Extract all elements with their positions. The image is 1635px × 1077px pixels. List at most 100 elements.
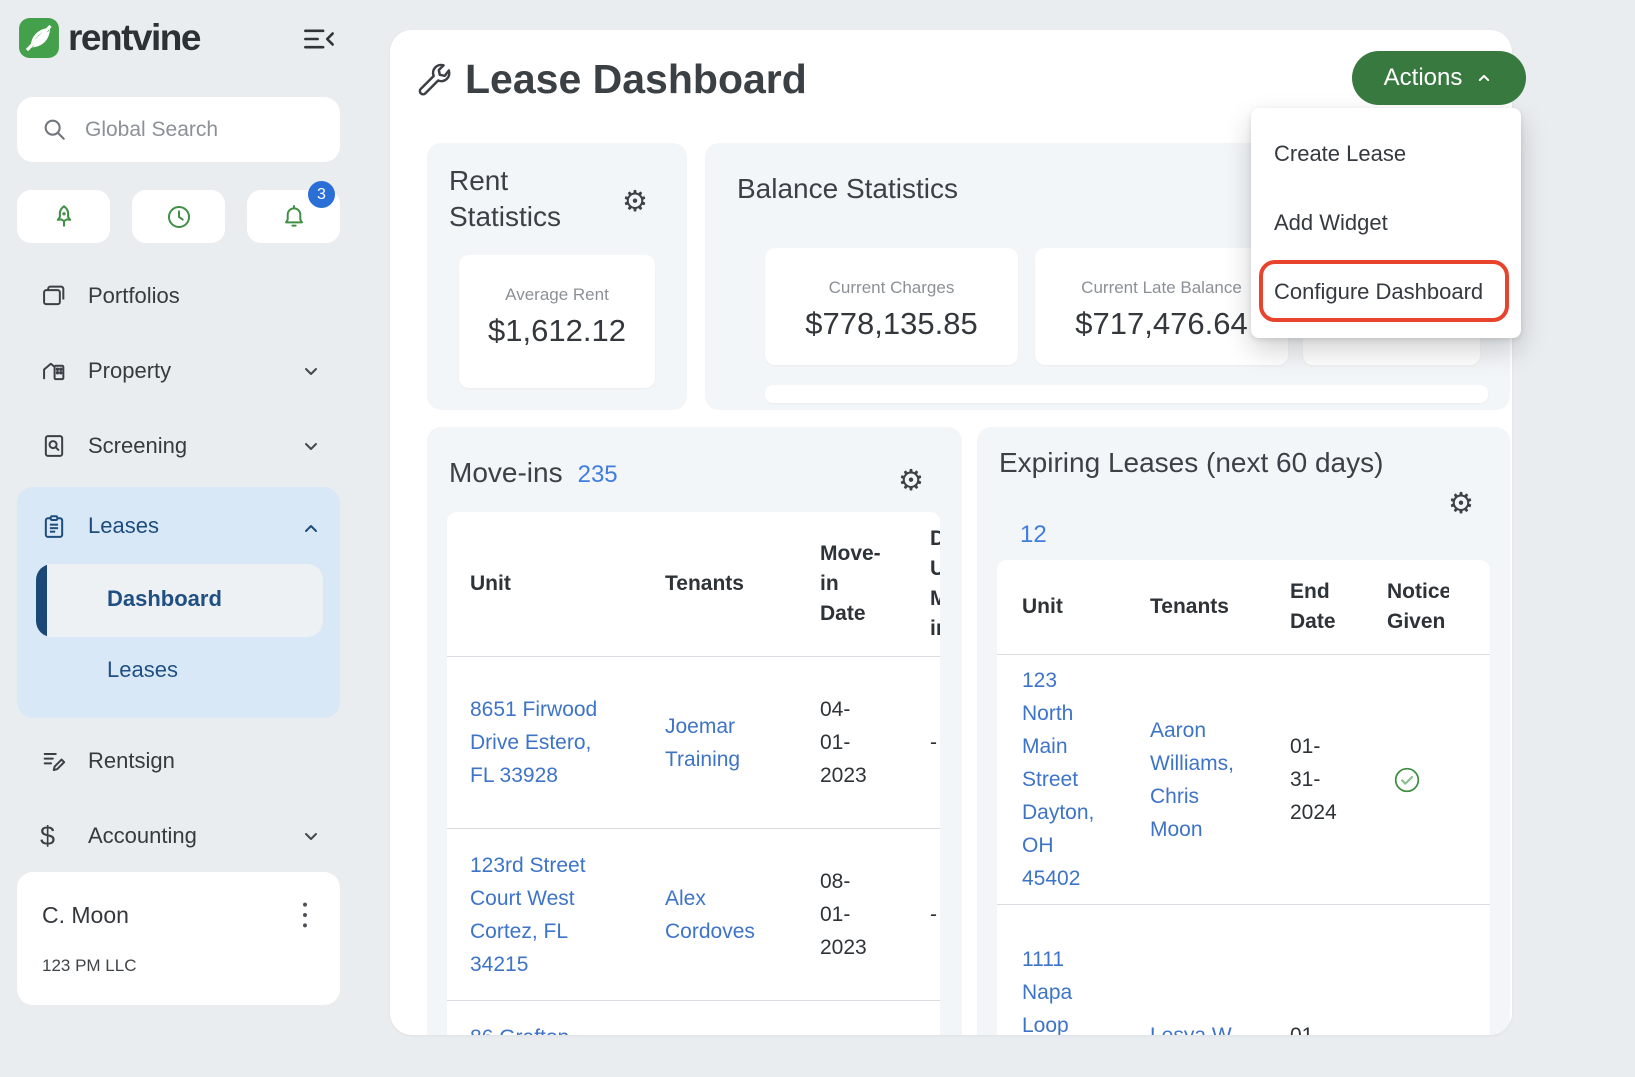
app-logo[interactable]: rentvine: [18, 17, 201, 59]
stat-value: $778,135.85: [805, 306, 978, 341]
rentvine-leaf-icon: [18, 17, 60, 59]
unit-link[interactable]: 123 North Main Street Dayton, OH 45402: [1022, 669, 1095, 890]
notifications-button[interactable]: 3: [247, 181, 340, 243]
stat-card: Average Rent $1,612.12: [459, 255, 655, 388]
column-header: Unit: [1022, 595, 1063, 618]
sidebar-item-leases-dashboard[interactable]: Dashboard: [36, 564, 323, 637]
chevron-down-icon: [299, 359, 323, 383]
move-in-date: 08-01-2023: [820, 870, 867, 959]
actions-button-label: Actions: [1383, 64, 1463, 91]
stat-strip-partial: [765, 385, 1488, 403]
stat-value: $1,612.12: [488, 313, 626, 348]
end-date: 01-31-2024: [1290, 735, 1337, 824]
chevron-up-icon: [299, 517, 323, 541]
user-name: C. Moon: [42, 902, 129, 928]
menu-item-configure-dashboard[interactable]: Configure Dashboard: [1274, 279, 1484, 304]
unit-link[interactable]: 1111 Napa Loop: [1022, 948, 1073, 1035]
tenant-link[interactable]: Alex Cordoves: [665, 886, 755, 943]
sidebar-item-leases-leases[interactable]: Leases: [107, 657, 178, 682]
tenant-link[interactable]: Joemar Training: [665, 714, 741, 771]
leases-section: Leases Dashboard Leases: [17, 487, 340, 718]
sidebar-item-label: Dashboard: [107, 586, 222, 611]
notification-badge: 3: [308, 181, 335, 208]
stat-label: Current Charges: [828, 278, 955, 297]
dollar-icon: $: [40, 820, 56, 851]
widget-settings-gear-icon[interactable]: ⚙: [622, 186, 648, 218]
stat-label: Average Rent: [505, 285, 609, 304]
column-header: Days Until Move-in: [930, 527, 940, 640]
actions-button[interactable]: Actions: [1352, 51, 1526, 105]
unit-link[interactable]: 8651 Firwood Drive Estero, FL 33928: [470, 698, 598, 787]
widget-title: Rent Statistics: [449, 165, 562, 232]
sidebar-item-accounting[interactable]: $ Accounting: [0, 814, 390, 858]
global-search-input[interactable]: Global Search: [17, 97, 340, 162]
move-ins-widget: Move-ins 235 ⚙ Unit Tenants Move-in Date…: [427, 427, 962, 1035]
user-company: 123 PM LLC: [42, 956, 137, 975]
sidebar-item-label: Screening: [88, 433, 188, 458]
widget-settings-gear-icon[interactable]: ⚙: [898, 465, 924, 497]
chevron-up-icon: [1474, 68, 1494, 88]
chevron-down-icon: [299, 434, 323, 458]
column-header: Tenants: [665, 572, 744, 595]
table-header-row: Unit Tenants End Date Notice Given: [997, 560, 1490, 655]
menu-item-add-widget[interactable]: Add Widget: [1274, 210, 1388, 235]
recent-activity-button[interactable]: [132, 190, 225, 243]
unit-link[interactable]: 123rd Street Court West Cortez, FL 34215: [470, 853, 586, 976]
table-row: 123 North Main Street Dayton, OH 45402 A…: [997, 655, 1490, 905]
bell-icon: [280, 203, 308, 231]
tenant-link[interactable]: Lesya W: [1150, 1023, 1232, 1036]
expiring-leases-widget: Expiring Leases (next 60 days) 12 ⚙ Unit…: [977, 427, 1510, 1035]
folder-icon: [40, 282, 68, 310]
move-ins-count[interactable]: 235: [577, 461, 618, 488]
days-until-value: -: [930, 903, 937, 926]
search-icon: [41, 116, 69, 144]
actions-dropdown-menu: Create Lease Add Widget Configure Dashbo…: [1251, 108, 1521, 338]
move-in-date: 04-01-2023: [820, 698, 867, 787]
table-row: 123rd Street Court West Cortez, FL 34215…: [447, 829, 940, 1001]
stat-value: $717,476.64: [1075, 306, 1248, 341]
user-menu-kebab-icon[interactable]: [294, 900, 316, 930]
page-title: Lease Dashboard: [465, 56, 807, 102]
sidebar-item-screening[interactable]: Screening: [0, 424, 390, 468]
end-date: 01-: [1290, 1023, 1321, 1036]
column-header: Unit: [470, 572, 511, 595]
sidebar-item-label: Property: [88, 358, 172, 383]
chevron-down-icon: [299, 824, 323, 848]
column-header: Notice Given: [1387, 580, 1449, 633]
widget-title: Move-ins: [449, 457, 563, 488]
widget-title: Expiring Leases (next 60 days): [999, 447, 1384, 478]
table-row: 86 Grafton: [447, 1001, 940, 1035]
stat-card: Current Late Balance $717,476.64: [1035, 248, 1288, 365]
widget-settings-gear-icon[interactable]: ⚙: [1448, 488, 1474, 520]
rent-statistics-widget: Rent Statistics ⚙ Average Rent $1,612.12: [427, 143, 687, 410]
menu-item-create-lease[interactable]: Create Lease: [1274, 141, 1407, 166]
table-header-row: Unit Tenants Move-in Date Days Until Mov…: [447, 512, 940, 657]
sidebar-item-leases[interactable]: Leases: [17, 505, 340, 549]
sidebar: rentvine Global Search: [0, 0, 390, 1077]
sidebar-item-label: Portfolios: [88, 283, 180, 308]
search-placeholder: Global Search: [85, 117, 219, 141]
expiring-leases-table: Unit Tenants End Date Notice Given 123 N…: [997, 560, 1490, 1035]
clock-icon: [165, 203, 193, 231]
sidebar-item-portfolios[interactable]: Portfolios: [0, 274, 390, 318]
rocket-button[interactable]: [17, 190, 110, 243]
sidebar-collapse-icon[interactable]: [300, 24, 338, 54]
sidebar-item-label: Leases: [88, 513, 159, 538]
notice-given-check-icon: [1393, 766, 1490, 794]
user-card: C. Moon 123 PM LLC: [17, 872, 340, 1005]
column-header: Move-in Date: [820, 542, 881, 625]
document-search-icon: [40, 432, 68, 460]
stat-card: Current Charges $778,135.85: [765, 248, 1018, 365]
sidebar-item-property[interactable]: Property: [0, 349, 390, 393]
rocket-icon: [50, 203, 78, 231]
property-icon: [40, 357, 68, 385]
unit-link[interactable]: 86 Grafton: [470, 1021, 620, 1035]
wrench-icon: [415, 62, 455, 102]
table-row: 1111 Napa Loop Lesya W 01-: [997, 905, 1490, 1035]
sidebar-item-rentsign[interactable]: Rentsign: [0, 739, 390, 783]
days-until-value: -: [930, 731, 937, 754]
expiring-leases-count[interactable]: 12: [1020, 521, 1047, 548]
sidebar-item-label: Rentsign: [88, 748, 175, 773]
column-header: Tenants: [1150, 595, 1229, 618]
tenant-link[interactable]: Aaron Williams, Chris Moon: [1150, 718, 1234, 841]
